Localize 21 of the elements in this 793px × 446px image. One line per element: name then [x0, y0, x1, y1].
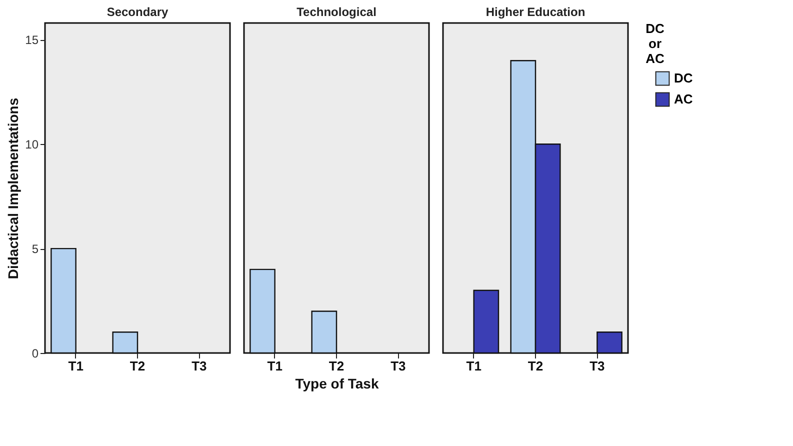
legend-title: DC or AC — [646, 21, 665, 66]
x-axis-title: Type of Task — [295, 376, 379, 392]
x-tick-label: T3 — [192, 358, 207, 374]
y-tick-label: 0 — [32, 346, 39, 360]
x-tick-label: T2 — [328, 358, 344, 374]
x-tick-label: T1 — [267, 358, 282, 374]
x-tick-label: T3 — [590, 358, 605, 374]
y-tick-label: 5 — [32, 242, 39, 256]
chart-title: Technological — [296, 5, 376, 19]
x-tick-label: T2 — [528, 358, 544, 374]
legend-label: DC — [674, 70, 694, 86]
legend-label: AC — [674, 92, 694, 106]
x-tick-label: T3 — [390, 358, 406, 374]
chart-title: Higher Education — [486, 5, 586, 19]
x-tick-label: T2 — [130, 358, 146, 374]
x-tick-label: T1 — [466, 358, 482, 374]
chart-title: Secondary — [106, 5, 169, 19]
y-tick-label: 15 — [25, 33, 39, 48]
x-tick-label: T1 — [68, 358, 84, 374]
y-axis-title: Didactical Implementations — [5, 98, 22, 280]
y-tick-label: 10 — [25, 138, 39, 152]
